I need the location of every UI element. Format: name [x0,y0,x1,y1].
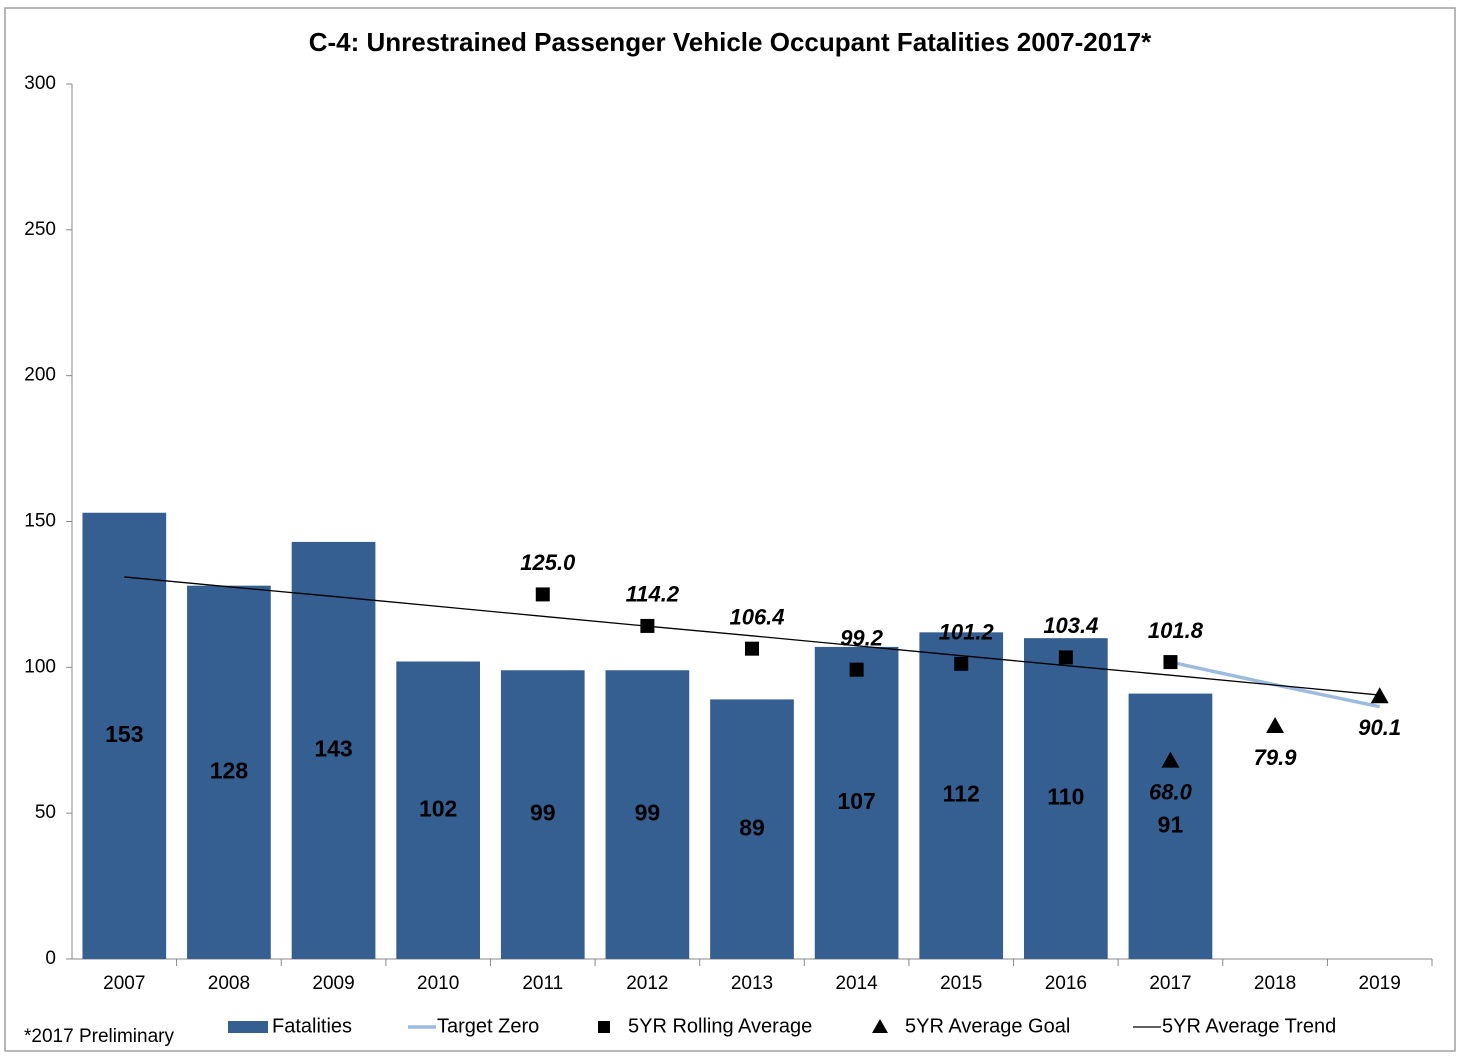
legend-label: Fatalities [272,1015,352,1037]
x-tick-label: 2013 [731,973,773,994]
bar [919,632,1004,959]
x-tick-label: 2014 [835,973,878,994]
rolling-average-marker [849,662,864,677]
legend-label: 5YR Average Goal [905,1015,1070,1037]
bar [1128,693,1213,959]
x-tick-label: 2007 [103,973,145,994]
bar [500,670,585,959]
x-tick-label: 2010 [417,973,459,994]
rolling-average-label: 114.2 [626,582,680,607]
chart-title: C-4: Unrestrained Passenger Vehicle Occu… [309,27,1152,57]
rolling-average-label: 125.0 [520,550,576,575]
y-tick-label: 300 [24,73,56,94]
x-tick-label: 2016 [1045,973,1087,994]
rolling-average-marker [1163,655,1178,670]
rolling-average-marker [535,587,550,602]
legend-swatch [228,1021,268,1033]
bar-label: 91 [1158,811,1184,837]
legend-label: 5YR Average Trend [1162,1015,1336,1037]
bar [291,541,376,959]
bar [82,512,167,959]
y-tick-label: 150 [24,511,56,532]
rolling-average-marker [954,656,969,671]
y-tick-label: 250 [24,219,56,240]
goal-label: 79.9 [1254,745,1298,770]
goal-label: 68.0 [1149,779,1193,804]
rolling-average-marker [1058,650,1073,665]
x-tick-label: 2012 [626,973,668,994]
bar-label: 99 [530,800,556,826]
x-tick-label: 2019 [1359,973,1401,994]
rolling-average-marker [640,618,655,633]
bar-label: 112 [943,781,980,807]
goal-marker [1370,687,1389,704]
bar-label: 153 [105,721,143,747]
bar-label: 110 [1047,784,1084,810]
bar-label: 102 [419,795,457,821]
x-tick-label: 2009 [312,973,354,994]
legend-swatch [872,1019,888,1033]
bar-label: 89 [739,814,765,840]
y-tick-label: 200 [24,365,56,386]
x-tick-label: 2008 [208,973,250,994]
rolling-average-label: 101.2 [939,620,995,645]
x-tick-label: 2011 [522,973,563,994]
x-tick-label: 2018 [1254,973,1296,994]
bar-label: 128 [210,757,249,783]
goal-label: 90.1 [1358,715,1401,740]
legend-swatch [598,1021,610,1033]
y-tick-label: 100 [24,656,56,677]
bar-label: 99 [635,800,661,826]
rolling-average-marker [745,641,759,656]
goal-marker [1266,716,1285,733]
bar-label: 143 [314,736,352,762]
rolling-average-label: 103.4 [1043,613,1098,638]
x-tick-label: 2017 [1149,973,1191,994]
bar-label: 107 [837,788,875,814]
footnote: *2017 Preliminary [24,1026,174,1047]
rolling-average-label: 106.4 [729,604,784,629]
y-tick-label: 50 [35,802,56,823]
legend-label: Target Zero [437,1015,539,1037]
bar [605,670,690,959]
legend-label: 5YR Rolling Average [628,1015,812,1037]
rolling-average-label: 101.8 [1148,618,1204,643]
bar [187,585,271,959]
bar [710,699,794,959]
bar [814,646,899,959]
rolling-average-label: 99.2 [840,625,884,650]
y-tick-label: 0 [45,948,56,969]
line [124,576,1380,696]
x-tick-label: 2015 [940,973,982,994]
bar [1024,638,1108,959]
bar [396,661,480,959]
goal-marker [1161,751,1180,768]
